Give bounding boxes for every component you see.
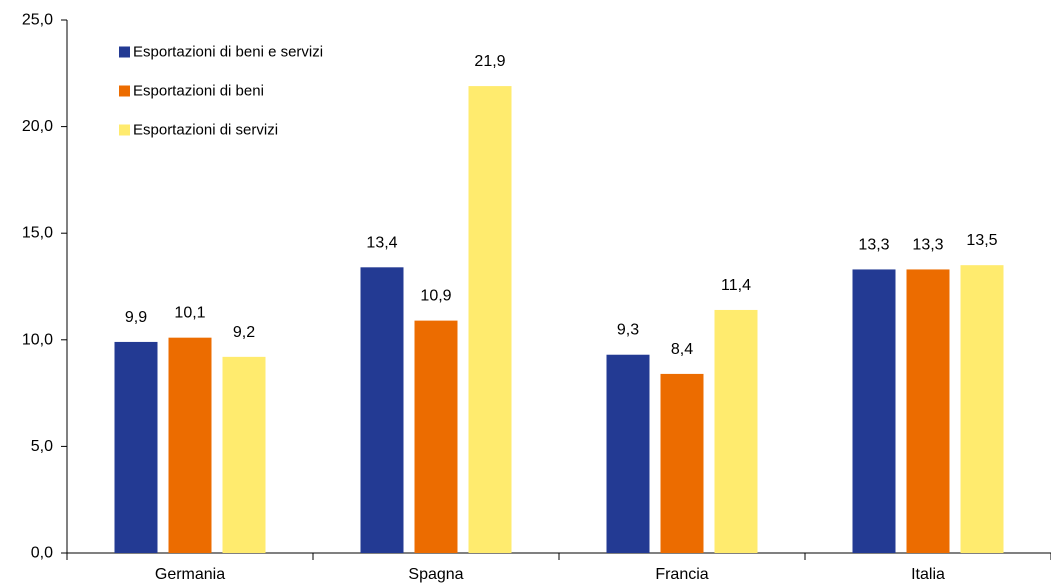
legend: Esportazioni di beni e servizi Esportazio… bbox=[119, 44, 323, 139]
data-label: 9,2 bbox=[233, 324, 255, 341]
bar bbox=[606, 354, 650, 553]
y-tick-label: 5,0 bbox=[31, 438, 53, 455]
x-category-label: Francia bbox=[655, 566, 708, 583]
x-category-label: Germania bbox=[155, 566, 225, 583]
legend-swatch bbox=[119, 124, 130, 136]
bar bbox=[852, 269, 896, 553]
bar bbox=[660, 373, 704, 553]
data-label: 13,4 bbox=[366, 234, 397, 251]
bar bbox=[168, 337, 212, 553]
legend-label: Esportazioni di servizi bbox=[133, 122, 278, 139]
bar bbox=[960, 265, 1004, 553]
data-label: 8,4 bbox=[671, 341, 693, 358]
data-label: 9,3 bbox=[617, 322, 639, 339]
bar bbox=[222, 356, 266, 553]
data-label: 13,3 bbox=[912, 236, 943, 253]
y-tick-label: 25,0 bbox=[22, 12, 53, 29]
x-category-label: Italia bbox=[911, 566, 945, 583]
x-category-label: Spagna bbox=[408, 566, 463, 583]
data-label: 9,9 bbox=[125, 309, 147, 326]
legend-label: Esportazioni di beni bbox=[133, 83, 264, 100]
bar bbox=[714, 309, 758, 553]
bar bbox=[414, 320, 458, 553]
y-tick-label: 15,0 bbox=[22, 225, 53, 242]
data-label: 21,9 bbox=[474, 53, 505, 70]
data-label: 10,9 bbox=[420, 288, 451, 305]
y-tick-label: 0,0 bbox=[31, 545, 53, 562]
data-label: 13,3 bbox=[858, 236, 889, 253]
data-labels: 9,9 10,1 9,2 13,4 10,9 21,9 9,3 8,4 11,4 13,3 13,3… bbox=[125, 53, 998, 358]
bar bbox=[360, 267, 404, 553]
data-label: 10,1 bbox=[174, 305, 205, 322]
legend-label: Esportazioni di beni e servizi bbox=[133, 44, 323, 61]
legend-swatch bbox=[119, 46, 130, 58]
bar bbox=[468, 86, 512, 553]
bars bbox=[114, 86, 1004, 553]
y-tick-label: 20,0 bbox=[22, 118, 53, 135]
data-label: 13,5 bbox=[966, 232, 997, 249]
y-tick-label: 10,0 bbox=[22, 331, 53, 348]
legend-swatch bbox=[119, 85, 130, 97]
data-label: 11,4 bbox=[721, 277, 751, 294]
bar bbox=[906, 269, 950, 553]
bar bbox=[114, 341, 158, 553]
